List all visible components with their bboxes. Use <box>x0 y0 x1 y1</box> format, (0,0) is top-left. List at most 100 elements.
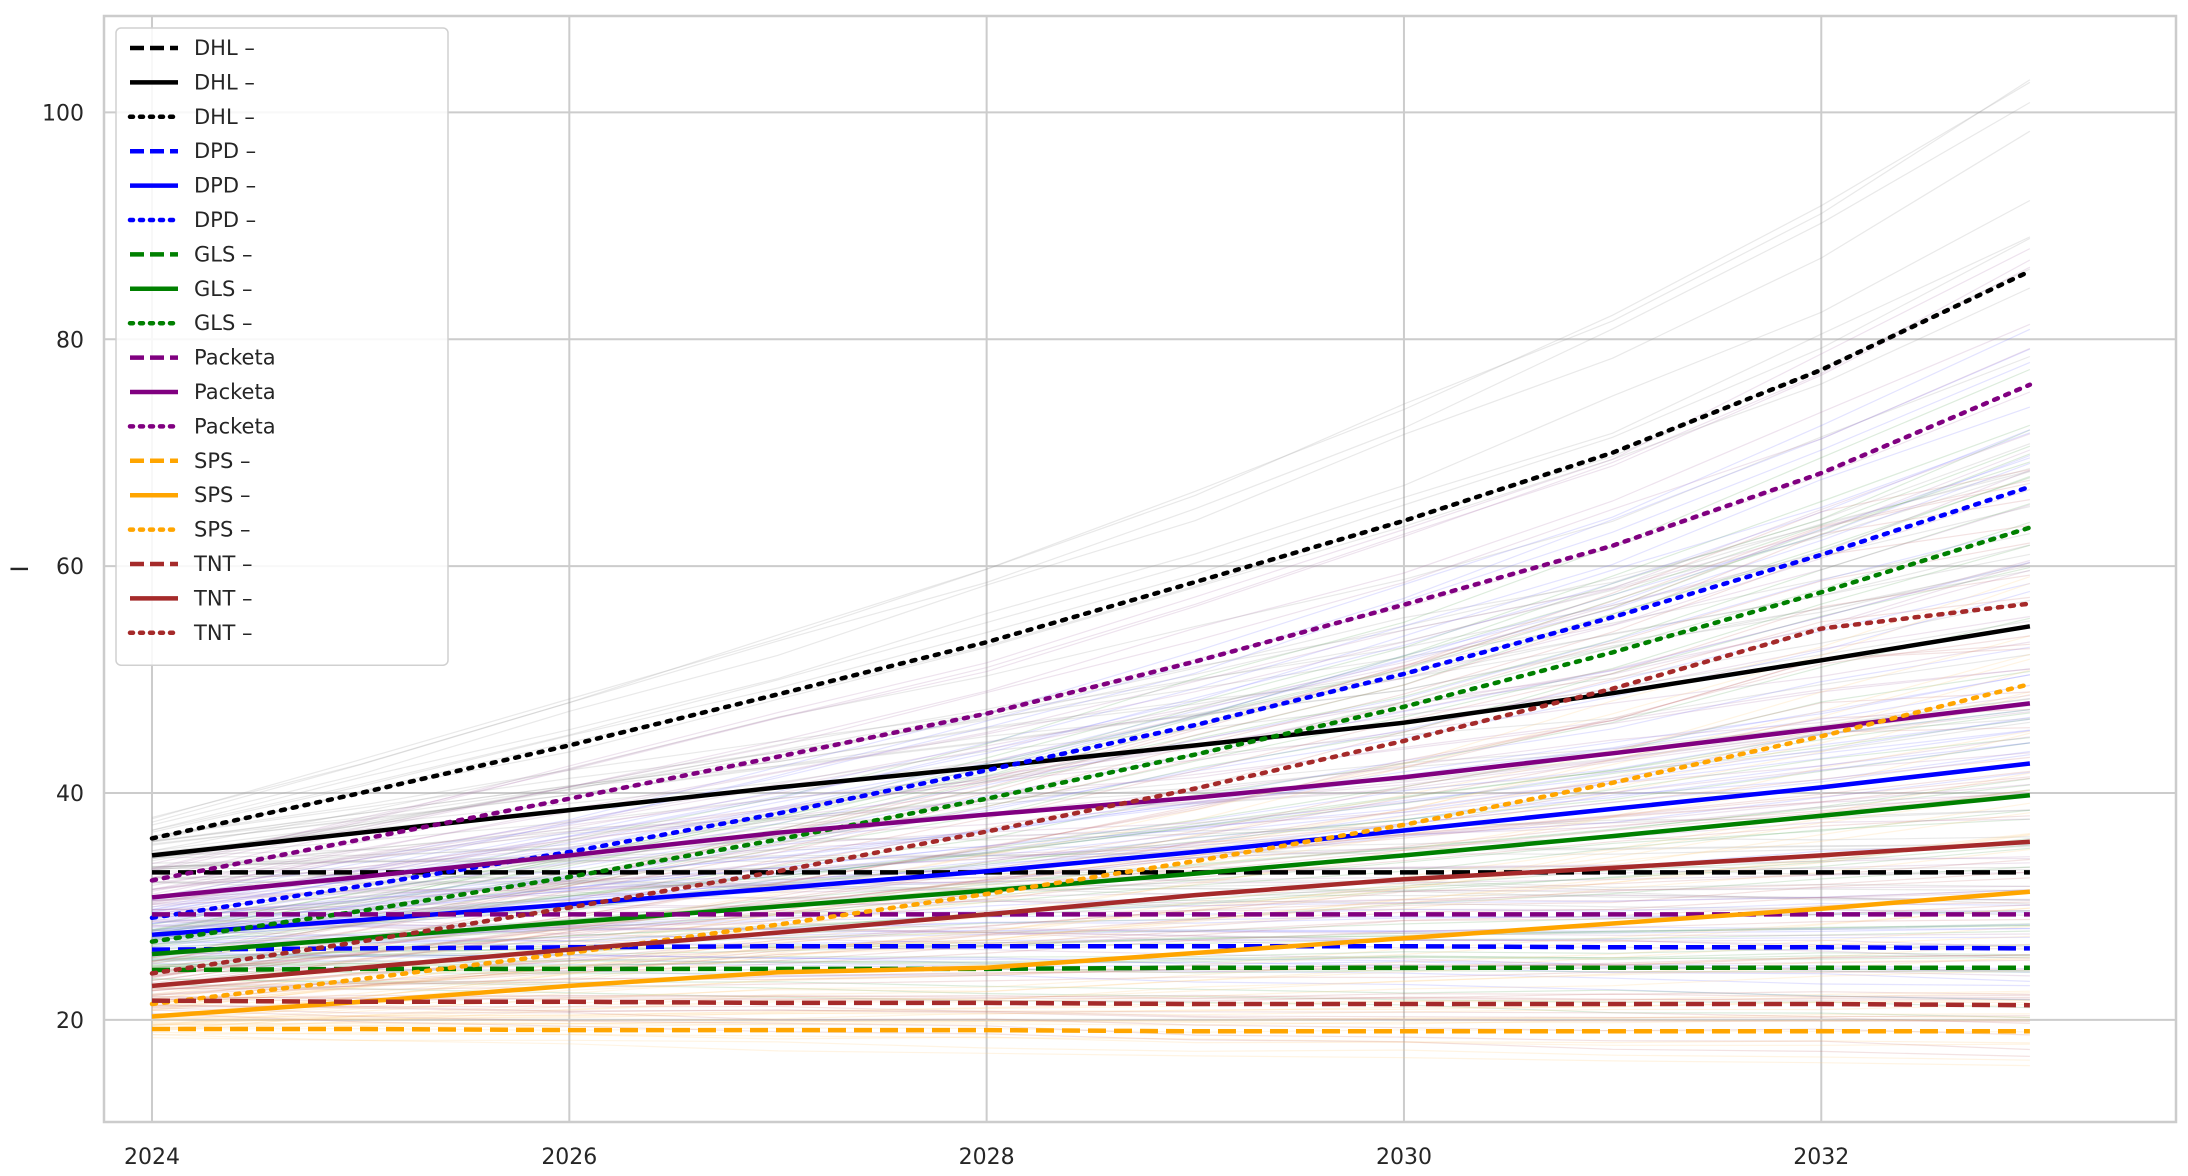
y-tick-label: 60 <box>56 555 84 580</box>
legend-label: DHL – <box>194 36 255 60</box>
series-line-8 <box>149 525 2033 944</box>
legend-label: GLS – <box>194 311 252 335</box>
legend-label: SPS – <box>194 483 251 507</box>
y-tick-label: 100 <box>42 101 84 126</box>
series-line-1 <box>151 624 2031 858</box>
simulation-path <box>151 923 2030 960</box>
simulation-path <box>151 526 2031 925</box>
simulation-path <box>151 927 2030 945</box>
x-tick-label: 2028 <box>959 1145 1015 1170</box>
simulation-path <box>151 361 2031 908</box>
y-tick-label: 80 <box>56 328 84 353</box>
simulation-path <box>151 742 2030 933</box>
simulation-path <box>151 646 2030 939</box>
simulation-path <box>151 874 2030 892</box>
simulation-path <box>151 429 2031 931</box>
simulation-path <box>151 1019 2030 1026</box>
simulation-path <box>151 742 2030 932</box>
simulation-path <box>151 259 2031 870</box>
simulation-path <box>151 756 2030 973</box>
simulation-path <box>151 266 2031 870</box>
series-line-2 <box>149 268 2033 841</box>
simulation-path <box>151 876 2030 901</box>
simulation-path <box>151 833 2030 1009</box>
simulation-path <box>151 843 2030 868</box>
simulation-path <box>151 730 2031 1011</box>
simulation-path <box>151 924 2030 962</box>
simulation-path <box>151 996 2030 1002</box>
simulation-path <box>151 453 2031 931</box>
simulation-path <box>151 880 2030 905</box>
simulation-path <box>151 844 2030 961</box>
simulation-path <box>151 694 2030 897</box>
series-line-12 <box>152 1026 2030 1034</box>
simulation-path <box>151 574 2030 969</box>
simulation-path <box>151 1015 2030 1026</box>
simulation-path <box>151 1005 2030 1018</box>
simulation-path <box>151 544 2031 946</box>
simulation-path <box>151 750 2030 936</box>
simulation-path <box>151 469 2031 959</box>
simulation-path <box>151 559 2031 906</box>
legend-box <box>115 27 449 666</box>
simulation-path <box>151 443 2031 862</box>
simulation-path <box>151 793 2030 1019</box>
simulation-path <box>151 287 2031 843</box>
simulation-path <box>151 993 2030 1000</box>
simulation-path <box>151 927 2030 943</box>
simulation-path <box>151 615 2030 884</box>
simulation-path <box>151 1013 2030 1025</box>
simulation-path <box>151 479 2031 963</box>
simulation-path <box>151 880 2030 901</box>
simulation-path <box>151 505 2031 837</box>
simulation-path <box>151 347 2031 879</box>
simulation-path <box>151 469 2031 892</box>
simulation-path <box>151 553 2031 843</box>
series-line-13 <box>151 889 2031 1019</box>
simulation-path <box>151 716 2030 931</box>
simulation-path <box>151 697 2030 871</box>
simulation-path <box>151 533 2031 837</box>
simulation-path <box>151 812 2030 1004</box>
y-axis-label: I <box>6 565 34 572</box>
simulation-path <box>151 477 2031 938</box>
simulation-path <box>151 776 2030 973</box>
legend-label: TNT – <box>193 552 253 576</box>
simulation-path <box>151 729 2030 932</box>
legend-label: TNT – <box>193 586 253 610</box>
simulation-path <box>151 79 2031 820</box>
simulation-path <box>151 583 2031 929</box>
simulation-path <box>151 467 2031 860</box>
simulation-path <box>151 461 2031 932</box>
simulation-path <box>151 1003 2030 1022</box>
simulation-path <box>151 433 2031 890</box>
simulation-path <box>151 935 2030 1026</box>
legend-label: DPD – <box>194 139 256 163</box>
simulation-path <box>151 570 2031 846</box>
simulation-path <box>151 843 2030 948</box>
simulation-path <box>151 635 2031 997</box>
simulation-path <box>151 717 2030 869</box>
grid <box>104 16 2176 1122</box>
simulation-path <box>151 1018 2030 1029</box>
simulation-path <box>151 524 2030 962</box>
simulation-path <box>151 956 2030 1030</box>
simulation-path <box>152 1006 2030 1023</box>
simulation-path <box>151 752 2030 905</box>
simulation-path <box>151 130 2031 826</box>
simulation-path <box>151 566 2031 947</box>
simulation-path <box>151 923 2030 944</box>
simulation-path <box>151 471 2031 860</box>
simulation-path <box>151 199 2031 831</box>
simulation-path <box>151 1034 2030 1061</box>
simulation-path <box>151 709 2030 938</box>
simulation-path <box>151 489 2031 895</box>
simulation-path <box>151 1032 2030 1046</box>
simulation-path <box>151 691 2030 982</box>
simulation-path <box>151 81 2031 818</box>
simulation-path <box>151 712 2030 939</box>
simulation-path <box>151 772 2031 1017</box>
simulation-path <box>151 457 2031 916</box>
simulation-path <box>151 562 2031 845</box>
